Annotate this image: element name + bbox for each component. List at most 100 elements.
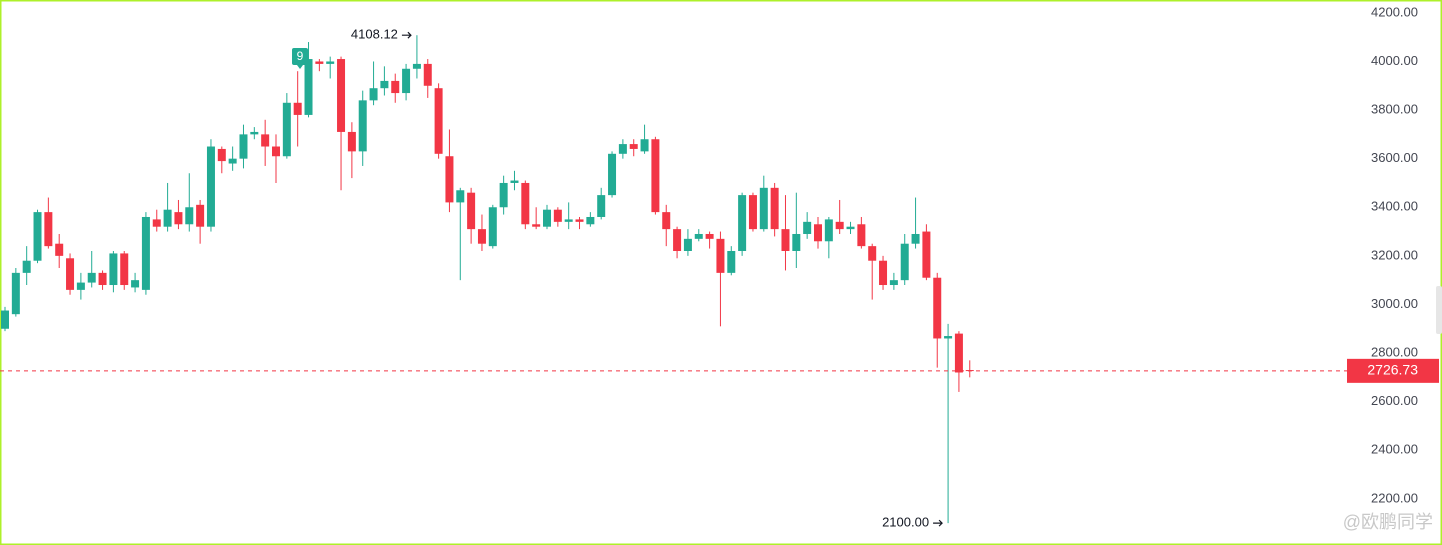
- candle-body: [868, 246, 877, 261]
- candle-body: [608, 153, 617, 196]
- candle-body: [748, 195, 757, 230]
- candle-body: [217, 148, 226, 162]
- candle-body: [11, 272, 20, 315]
- candle-body: [412, 63, 421, 69]
- candle-body: [185, 207, 194, 225]
- candle-body: [434, 88, 443, 154]
- candle-body: [662, 212, 671, 230]
- low-arrow: [933, 519, 943, 527]
- candle-body: [879, 260, 888, 286]
- candle-body: [98, 272, 107, 286]
- candle-body: [553, 209, 562, 222]
- y-tick-label: 4000.00: [1371, 53, 1418, 68]
- candle-body: [456, 190, 465, 203]
- candle-body: [911, 233, 920, 244]
- side-tab: [1436, 286, 1442, 334]
- candle-body: [543, 209, 551, 227]
- y-tick-label: 3600.00: [1371, 150, 1418, 165]
- candle-body: [781, 229, 790, 251]
- candle-body: [477, 229, 486, 244]
- candle-body: [521, 182, 530, 225]
- candle-body: [597, 195, 606, 217]
- candle-body: [640, 139, 649, 152]
- candle-body: [824, 219, 833, 242]
- y-tick-label: 4200.00: [1371, 4, 1418, 19]
- candle-body: [358, 100, 367, 152]
- candle-body: [315, 61, 324, 64]
- last-price-box: [1347, 358, 1439, 383]
- candle-body: [120, 253, 129, 286]
- low-label: 2100.00: [882, 515, 929, 530]
- candle-body: [141, 216, 150, 290]
- badge-pointer: [297, 65, 303, 69]
- candle-body: [564, 219, 573, 222]
- candle-body: [33, 212, 42, 261]
- candle-body: [423, 63, 432, 86]
- candle-body: [770, 187, 779, 230]
- candle-body: [250, 131, 259, 135]
- candle-body: [293, 102, 302, 115]
- candle-body: [1, 310, 9, 329]
- badge-box: [292, 48, 308, 65]
- candle-body: [846, 226, 855, 230]
- candle-body: [261, 134, 270, 147]
- candle-body: [228, 158, 237, 164]
- candle-body: [282, 102, 291, 157]
- badge-text: 9: [297, 49, 304, 63]
- candle-body: [922, 231, 931, 278]
- candle-body: [792, 233, 801, 251]
- y-tick-label: 3000.00: [1371, 296, 1418, 311]
- candle-body: [272, 146, 280, 157]
- candle-body: [673, 229, 682, 251]
- candle-body: [380, 80, 389, 89]
- candle-body: [857, 224, 866, 247]
- candle-body: [337, 59, 346, 132]
- candle-body: [44, 212, 53, 247]
- candle-body: [683, 238, 692, 251]
- candle-body: [304, 59, 313, 115]
- candle-body: [759, 187, 768, 230]
- candle-body: [694, 233, 703, 239]
- candle-body: [510, 180, 519, 183]
- y-tick-label: 3200.00: [1371, 247, 1418, 262]
- candle-body: [499, 182, 508, 208]
- candle-body: [391, 80, 400, 94]
- y-tick-label: 2200.00: [1371, 490, 1418, 505]
- candle-body: [738, 195, 747, 251]
- y-tick-label: 2600.00: [1371, 393, 1418, 408]
- y-tick-label: 3800.00: [1371, 102, 1418, 117]
- candle-body: [835, 221, 844, 230]
- candle-body: [705, 233, 714, 239]
- candle-body: [889, 280, 898, 286]
- candle-body: [347, 131, 356, 152]
- candle-body: [803, 221, 812, 234]
- candle-body: [174, 212, 183, 225]
- candle-body: [727, 250, 736, 273]
- candle-body: [196, 204, 205, 227]
- candle-body: [532, 224, 541, 227]
- candle-body: [445, 156, 454, 203]
- candle-body: [586, 216, 595, 225]
- last-price-label: 2726.73: [1367, 362, 1418, 378]
- candle-body: [944, 336, 953, 339]
- candle-body: [55, 243, 64, 256]
- candle-body: [618, 144, 627, 154]
- badge-group: 9: [292, 48, 308, 69]
- candle-body: [402, 68, 411, 94]
- candle-body: [575, 219, 584, 222]
- candle-body: [651, 139, 660, 213]
- candle-body: [87, 272, 96, 283]
- high-arrow: [401, 31, 412, 39]
- candle-body: [326, 61, 335, 64]
- candle-body: [163, 209, 172, 227]
- candle-body: [22, 260, 31, 273]
- high-label: 4108.12: [351, 27, 398, 42]
- candle-body: [900, 243, 909, 281]
- candle-body: [206, 146, 215, 227]
- candle-body: [66, 258, 75, 290]
- candle-body: [954, 333, 963, 373]
- watermark: @欧鹏同学: [1343, 512, 1433, 532]
- candle-body: [716, 238, 725, 273]
- candle-body: [239, 134, 248, 159]
